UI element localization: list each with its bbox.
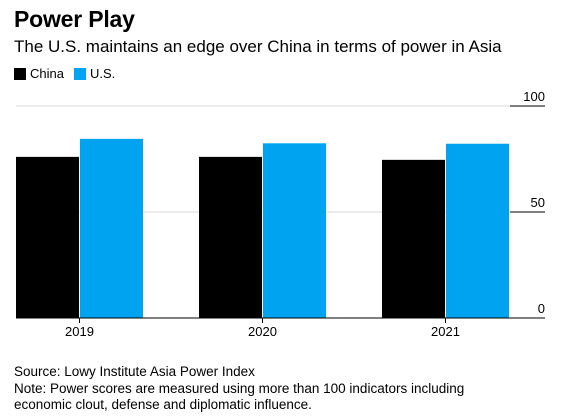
y-tick-label-50: 50 — [531, 195, 545, 210]
legend-swatch-us — [73, 67, 86, 80]
y-tick-label-100: 100 — [523, 89, 545, 104]
bar-us-2020 — [263, 143, 326, 318]
methodology-note-line-1: Note: Power scores are measured using mo… — [14, 380, 465, 396]
chart-footer: Source: Lowy Institute Asia Power Index … — [14, 364, 464, 414]
bar-china-2020 — [199, 156, 262, 318]
legend-item-us: U.S. — [73, 66, 116, 81]
legend-label-us: U.S. — [89, 66, 116, 81]
legend: China U.S. — [14, 66, 125, 81]
x-tick-label-2021: 2021 — [431, 324, 460, 339]
bar-us-2021 — [446, 143, 509, 318]
legend-item-china: China — [14, 66, 64, 81]
bar-us-2019 — [80, 138, 143, 318]
bar-china-2021 — [382, 159, 445, 318]
legend-label-china: China — [30, 66, 64, 81]
source-note: Source: Lowy Institute Asia Power Index — [14, 364, 255, 379]
y-tick-label-0: 0 — [538, 301, 545, 316]
methodology-note-line-2: economic clout, defense and diplomatic i… — [14, 397, 312, 412]
x-tick-label-2020: 2020 — [248, 324, 277, 339]
legend-swatch-china — [14, 67, 26, 80]
chart-title: Power Play — [14, 6, 135, 32]
bar-china-2019 — [16, 156, 79, 318]
x-tick-label-2019: 2019 — [65, 324, 94, 339]
chart-subtitle: The U.S. maintains an edge over China in… — [14, 37, 502, 56]
